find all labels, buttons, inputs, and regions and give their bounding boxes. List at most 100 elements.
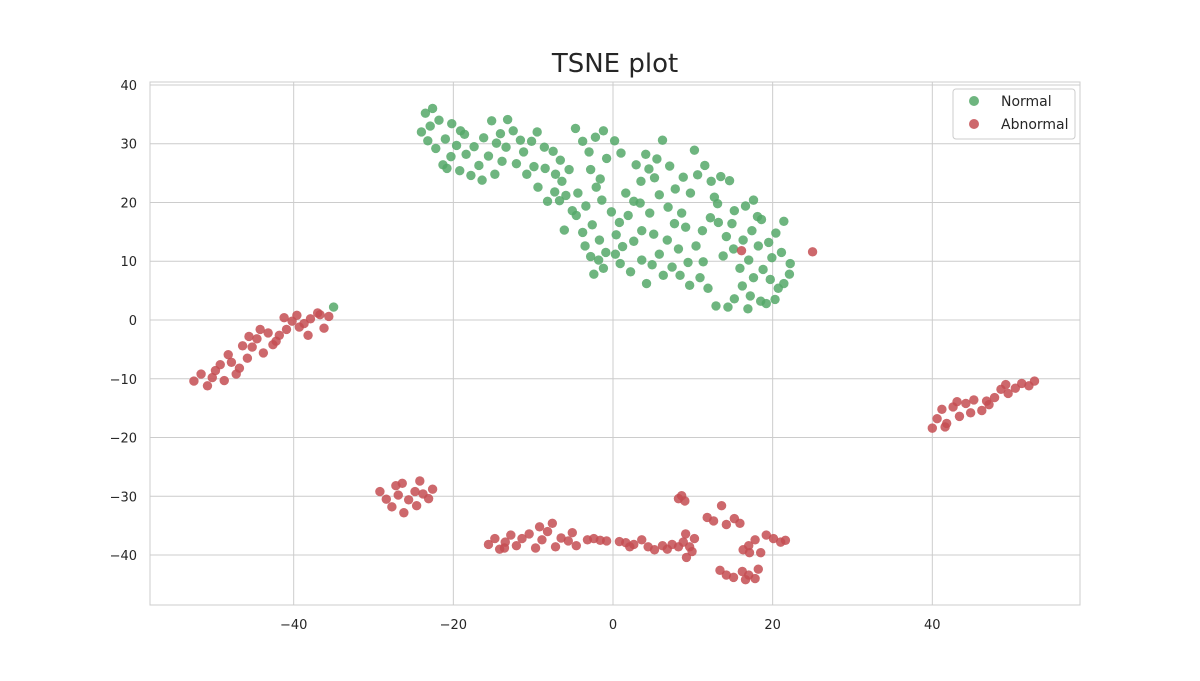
data-point-abnormal [247,342,257,352]
data-point-normal [654,249,665,259]
data-point-normal [606,207,617,217]
data-point-normal [776,247,787,258]
data-point-abnormal [305,314,316,324]
data-point-normal [615,258,625,269]
data-point-normal [644,164,654,174]
data-point-normal [673,244,684,254]
data-point-normal [515,135,526,145]
data-point-normal [713,217,724,228]
data-point-normal [567,205,577,216]
data-point-normal [529,161,539,172]
data-point-abnormal [537,535,547,545]
data-point-abnormal [524,529,534,539]
data-point-abnormal [721,519,732,530]
data-point-normal [490,169,500,179]
data-point-abnormal [410,486,420,497]
data-point-normal [784,269,795,279]
data-point-normal [522,169,532,179]
data-point-normal [729,294,740,304]
data-point-normal [763,237,774,248]
data-point-normal [440,134,451,144]
data-point-normal [455,166,465,176]
data-point-normal [721,231,732,242]
data-point-normal [684,280,695,291]
data-point-normal [570,123,581,134]
data-point-abnormal [189,376,199,386]
data-point-normal [425,121,435,131]
legend-marker-abnormal [969,119,979,129]
data-point-abnormal [937,404,947,415]
data-point-normal [657,135,668,145]
data-point-abnormal [969,395,979,405]
data-point-normal [724,176,735,186]
data-point-normal [649,229,659,239]
y-tick-label: 10 [120,255,137,270]
data-point-normal [477,175,487,185]
data-point-normal [598,263,609,273]
data-point-abnormal [637,535,647,545]
data-point-normal [550,187,560,197]
data-point-normal [423,136,433,146]
data-point-normal [752,211,763,222]
data-point-normal [664,161,675,171]
data-point-normal [598,126,609,136]
data-point-abnormal [780,535,791,546]
data-point-abnormal [680,529,691,539]
data-point-normal [501,142,511,152]
data-point-normal [645,208,655,218]
x-tick-label: 20 [764,618,781,633]
data-point-normal [469,141,479,152]
data-point-normal [649,173,660,183]
data-point-abnormal [315,310,325,320]
data-point-normal [675,270,685,281]
data-point-normal [623,210,633,221]
data-point-normal [635,198,645,208]
data-point-abnormal [1003,388,1013,399]
data-point-abnormal [499,543,510,553]
data-point-abnormal [202,381,213,391]
data-point-abnormal [567,528,577,538]
data-point-abnormal [324,311,334,322]
data-point-abnormal [427,484,438,494]
data-point-abnormal [1017,378,1027,389]
data-point-abnormal [721,570,732,580]
data-point-normal [593,255,604,265]
y-tick-label: 40 [120,79,137,94]
data-point-abnormal [393,490,403,500]
data-point-abnormal [255,324,265,335]
tick-labels: −40 −20 0 20 40 40 30 20 10 0 −10 −20 −30 −40 [110,79,941,633]
data-point-normal [641,149,651,159]
data-point-abnormal [387,502,397,512]
plot-area [149,81,1081,606]
data-point-normal [550,169,561,179]
data-point-abnormal [237,341,248,351]
data-point-abnormal [506,530,516,540]
data-point-normal [502,114,513,125]
y-tick-label: −40 [110,549,137,564]
data-point-abnormal [279,312,289,323]
data-point-normal [683,257,693,268]
data-point-normal [748,272,759,283]
data-point-abnormal [768,533,779,544]
data-point-abnormal [223,349,233,360]
data-point-normal [716,171,726,182]
data-point-normal [711,301,721,311]
grid-lines [150,82,1080,605]
data-point-normal [765,274,775,285]
data-point-normal [654,190,665,200]
data-point-normal [745,291,756,301]
data-point-normal [753,241,763,251]
data-point-abnormal [735,518,745,529]
data-point-abnormal [954,411,965,422]
data-point-normal [771,228,781,238]
data-point-normal [637,225,647,236]
data-point-normal [595,174,605,184]
data-point-normal [743,304,753,314]
data-point-abnormal [563,536,574,546]
data-point-normal [737,281,748,291]
data-point-normal [447,119,457,129]
data-point-normal [735,263,745,273]
data-point-abnormal [961,398,971,409]
y-tick-label: −20 [110,432,137,447]
